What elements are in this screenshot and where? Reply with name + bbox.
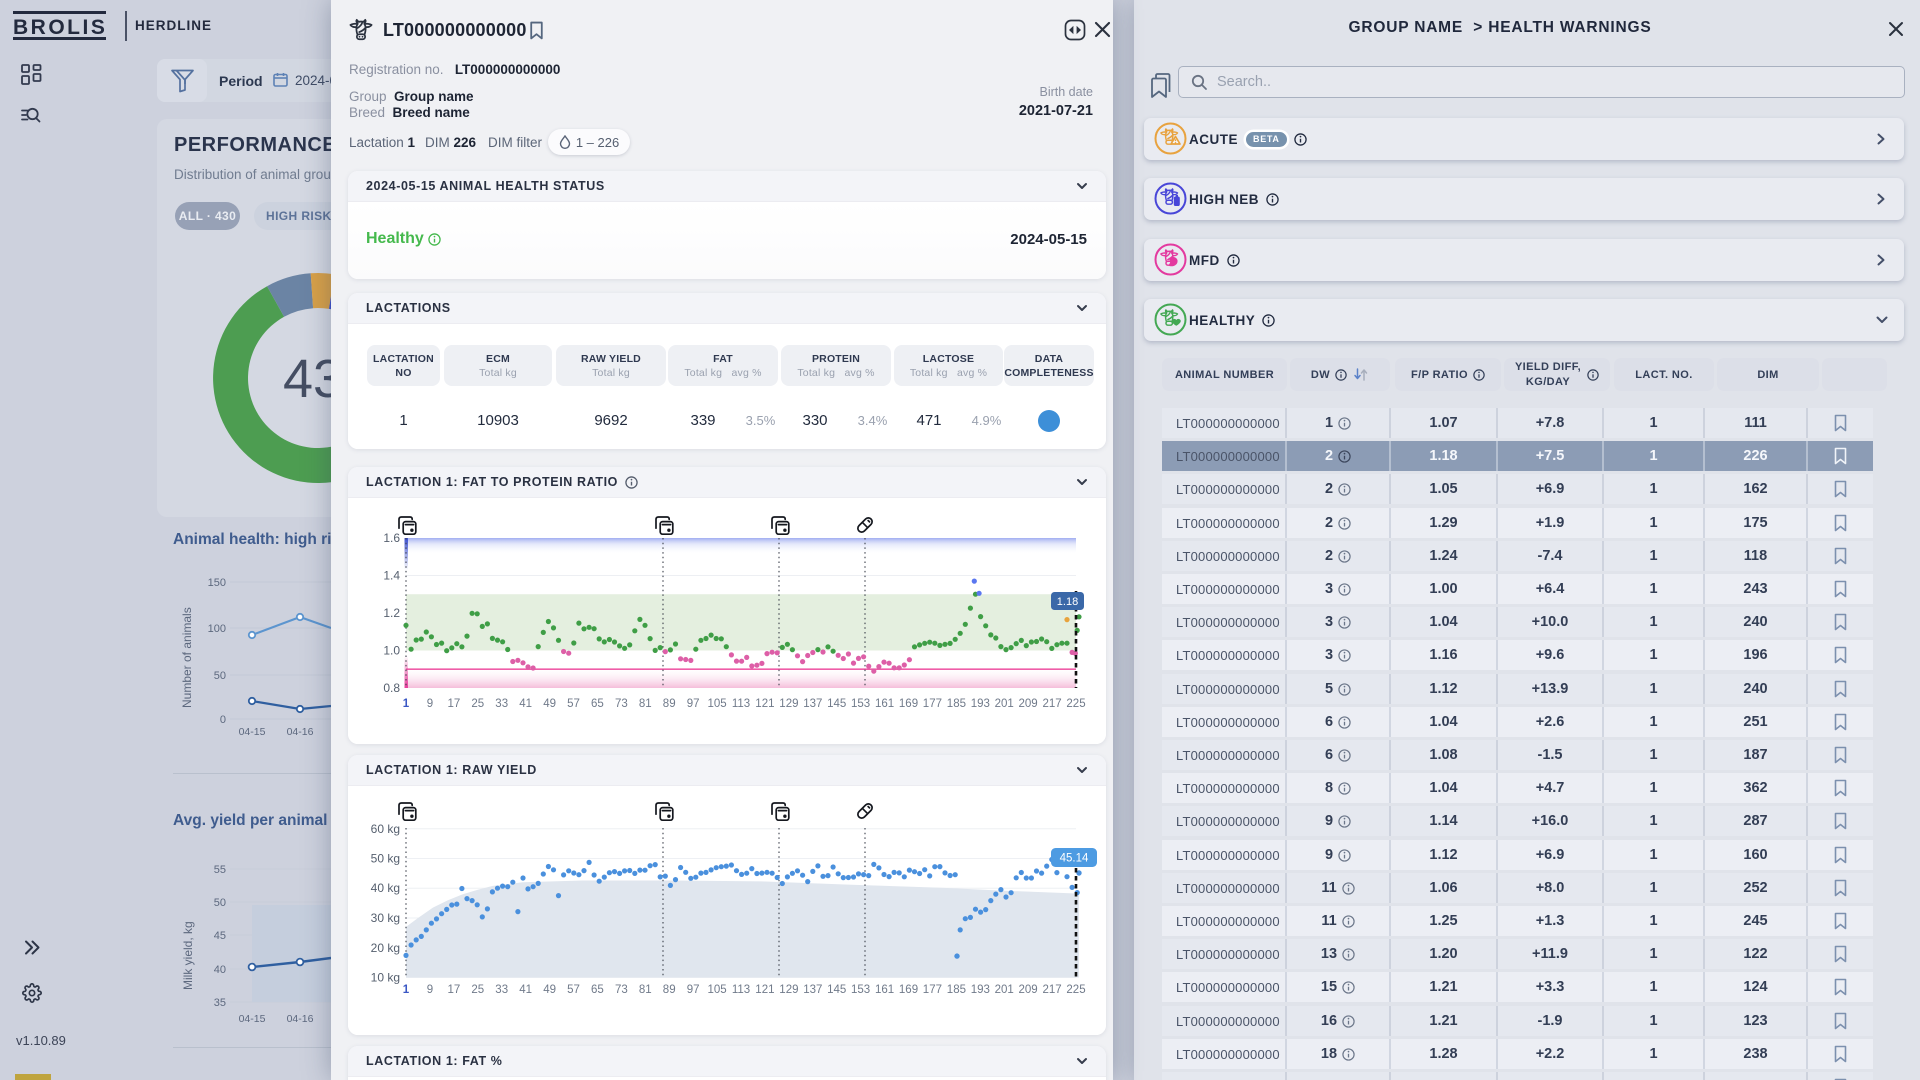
svg-text:9: 9 <box>427 698 433 710</box>
svg-text:81: 81 <box>639 698 652 710</box>
svg-text:209: 209 <box>1019 984 1038 996</box>
svg-text:0.8: 0.8 <box>383 681 400 695</box>
svg-text:49: 49 <box>543 984 556 996</box>
svg-text:04-15: 04-15 <box>239 726 266 738</box>
svg-text:145: 145 <box>827 698 846 710</box>
svg-text:129: 129 <box>779 698 798 710</box>
svg-text:50: 50 <box>214 670 226 682</box>
svg-text:1.18: 1.18 <box>1057 596 1078 608</box>
svg-text:60 kg: 60 kg <box>371 822 400 836</box>
svg-text:55: 55 <box>214 864 226 876</box>
svg-text:217: 217 <box>1043 698 1062 710</box>
svg-text:25: 25 <box>471 984 484 996</box>
svg-text:04-16: 04-16 <box>287 1013 314 1025</box>
svg-text:153: 153 <box>851 984 870 996</box>
svg-text:177: 177 <box>923 698 942 710</box>
svg-text:137: 137 <box>803 698 822 710</box>
svg-text:100: 100 <box>208 623 226 635</box>
svg-text:201: 201 <box>995 984 1014 996</box>
svg-text:73: 73 <box>615 698 628 710</box>
svg-text:1: 1 <box>403 698 410 710</box>
svg-text:153: 153 <box>851 698 870 710</box>
svg-text:129: 129 <box>779 984 798 996</box>
svg-text:65: 65 <box>591 698 604 710</box>
svg-text:57: 57 <box>567 698 580 710</box>
svg-text:1.0: 1.0 <box>383 644 400 658</box>
svg-text:45: 45 <box>214 930 226 942</box>
svg-text:10 kg: 10 kg <box>371 971 400 985</box>
svg-text:105: 105 <box>708 984 727 996</box>
svg-text:169: 169 <box>899 984 918 996</box>
svg-text:33: 33 <box>495 698 508 710</box>
svg-text:185: 185 <box>947 984 966 996</box>
svg-text:161: 161 <box>875 984 894 996</box>
svg-text:9: 9 <box>427 984 433 996</box>
svg-text:1.6: 1.6 <box>383 531 400 545</box>
svg-text:20 kg: 20 kg <box>371 941 400 955</box>
svg-text:201: 201 <box>995 698 1014 710</box>
svg-text:150: 150 <box>208 577 226 589</box>
svg-text:04-15: 04-15 <box>239 1013 266 1025</box>
svg-text:65: 65 <box>591 984 604 996</box>
svg-text:113: 113 <box>732 984 750 996</box>
svg-text:57: 57 <box>567 984 580 996</box>
svg-text:40 kg: 40 kg <box>371 881 400 895</box>
svg-text:137: 137 <box>803 984 822 996</box>
svg-text:217: 217 <box>1043 984 1062 996</box>
svg-text:50: 50 <box>214 897 226 909</box>
svg-text:1: 1 <box>403 984 410 996</box>
svg-text:81: 81 <box>639 984 652 996</box>
svg-text:41: 41 <box>519 984 532 996</box>
svg-text:35: 35 <box>214 997 226 1009</box>
svg-text:169: 169 <box>899 698 918 710</box>
svg-text:73: 73 <box>615 984 628 996</box>
svg-text:1.4: 1.4 <box>383 569 400 583</box>
svg-text:04-16: 04-16 <box>287 726 314 738</box>
svg-text:41: 41 <box>519 698 532 710</box>
svg-text:97: 97 <box>687 698 700 710</box>
svg-text:49: 49 <box>543 698 556 710</box>
svg-text:185: 185 <box>947 698 966 710</box>
svg-text:193: 193 <box>971 984 990 996</box>
svg-text:1.2: 1.2 <box>383 606 400 620</box>
svg-text:17: 17 <box>448 984 461 996</box>
svg-text:45.14: 45.14 <box>1060 853 1089 865</box>
svg-text:121: 121 <box>755 984 774 996</box>
svg-text:113: 113 <box>732 698 750 710</box>
svg-text:161: 161 <box>875 698 894 710</box>
svg-text:225: 225 <box>1066 984 1085 996</box>
svg-text:193: 193 <box>971 698 990 710</box>
svg-text:121: 121 <box>755 698 774 710</box>
svg-text:97: 97 <box>687 984 700 996</box>
svg-text:25: 25 <box>471 698 484 710</box>
svg-text:177: 177 <box>923 984 942 996</box>
svg-text:30 kg: 30 kg <box>371 911 400 925</box>
svg-text:89: 89 <box>663 698 676 710</box>
svg-text:33: 33 <box>495 984 508 996</box>
svg-text:209: 209 <box>1019 698 1038 710</box>
svg-text:40: 40 <box>214 964 226 976</box>
svg-text:0: 0 <box>220 714 226 726</box>
svg-text:17: 17 <box>448 698 461 710</box>
svg-text:225: 225 <box>1066 698 1085 710</box>
svg-text:89: 89 <box>663 984 676 996</box>
svg-text:145: 145 <box>827 984 846 996</box>
svg-text:50 kg: 50 kg <box>371 852 400 866</box>
svg-text:105: 105 <box>708 698 727 710</box>
